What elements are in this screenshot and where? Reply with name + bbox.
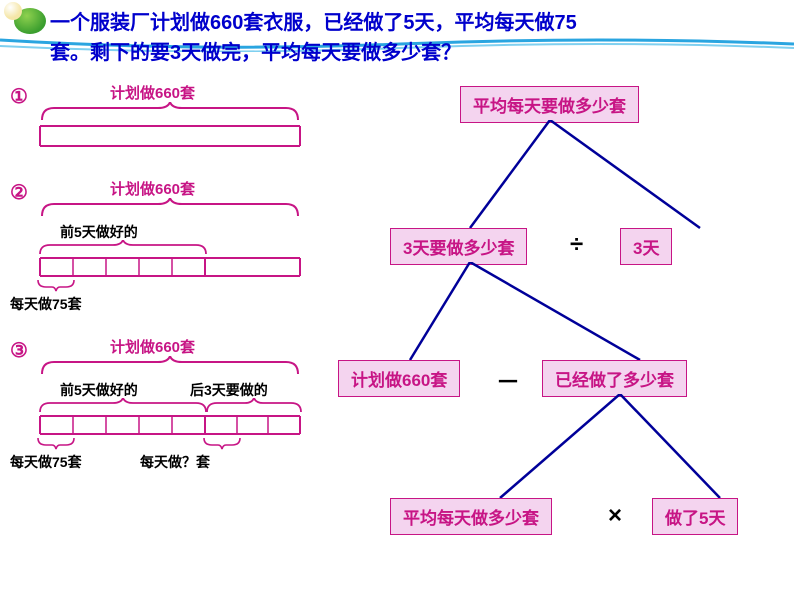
tree-l3a: 计划做660套	[338, 360, 460, 397]
diagram-1: ① 计划做660套	[10, 80, 310, 160]
text: 一个服装厂计划做	[50, 12, 210, 34]
diagram-3: ③ 计划做660套 前5天做好的 后3天要做的	[10, 336, 310, 486]
circle-2: ②	[10, 180, 28, 205]
label-per75: 每天做75套	[10, 294, 82, 314]
brace-per75-3	[36, 436, 76, 450]
bar-3	[38, 414, 302, 438]
num-660: 660	[210, 12, 243, 34]
label-perQ: 每天做？套	[140, 452, 210, 472]
tree-l2a: 3天要做多少套	[390, 228, 527, 265]
num-5: 5	[403, 12, 414, 34]
problem-statement: 一个服装厂计划做660套衣服，已经做了5天，平均每天做75 套。剩下的要3天做完…	[50, 8, 770, 68]
brace-perQ	[202, 436, 242, 450]
tree-connector-1	[380, 120, 780, 230]
solution-tree: 平均每天要做多少套 3天要做多少套 ÷ 3天 计划做660套 － 已经做了多少套…	[380, 86, 780, 586]
tree-connector-3	[380, 394, 780, 500]
label-plan660-3: 计划做660套	[110, 336, 195, 357]
tree-l4b: 做了5天	[652, 498, 738, 535]
label-plan660: 计划做660套	[110, 82, 195, 103]
diagram-2: ② 计划做660套 前5天做好的 每天做75套	[10, 178, 310, 318]
tree-l4a: 平均每天做多少套	[390, 498, 552, 535]
tree-l2b: 3天	[620, 228, 672, 265]
brace-per75	[36, 278, 76, 292]
brace-top	[40, 102, 300, 124]
label-first5-3: 前5天做好的	[60, 380, 138, 400]
tree-root: 平均每天要做多少套	[460, 86, 639, 123]
bar-1	[38, 124, 302, 152]
left-diagrams: ① 计划做660套 ② 计划做660套 前5天做好的	[10, 80, 310, 504]
num-75: 75	[555, 12, 577, 34]
brace-top-3	[40, 356, 300, 378]
label-first5: 前5天做好的	[60, 222, 138, 242]
label-last3: 后3天要做的	[190, 380, 268, 400]
circle-1: ①	[10, 84, 28, 109]
text: 天做完，平均每天要做多少套？	[181, 42, 461, 64]
text: 套衣服，已经做了	[243, 12, 403, 34]
label-per75-3: 每天做75套	[10, 452, 82, 472]
circle-3: ③	[10, 338, 28, 363]
op-div: ÷	[570, 231, 583, 259]
brace-top-2	[40, 198, 300, 220]
text: 套。剩下的要	[50, 42, 170, 64]
bar-2	[38, 256, 302, 280]
op-mul: ×	[608, 502, 622, 530]
op-sub: －	[496, 362, 520, 397]
label-plan660-2: 计划做660套	[110, 178, 195, 199]
text: 天，平均每天做	[415, 12, 555, 34]
tree-l3b: 已经做了多少套	[542, 360, 687, 397]
num-3: 3	[170, 42, 181, 64]
tree-connector-2	[380, 262, 780, 362]
